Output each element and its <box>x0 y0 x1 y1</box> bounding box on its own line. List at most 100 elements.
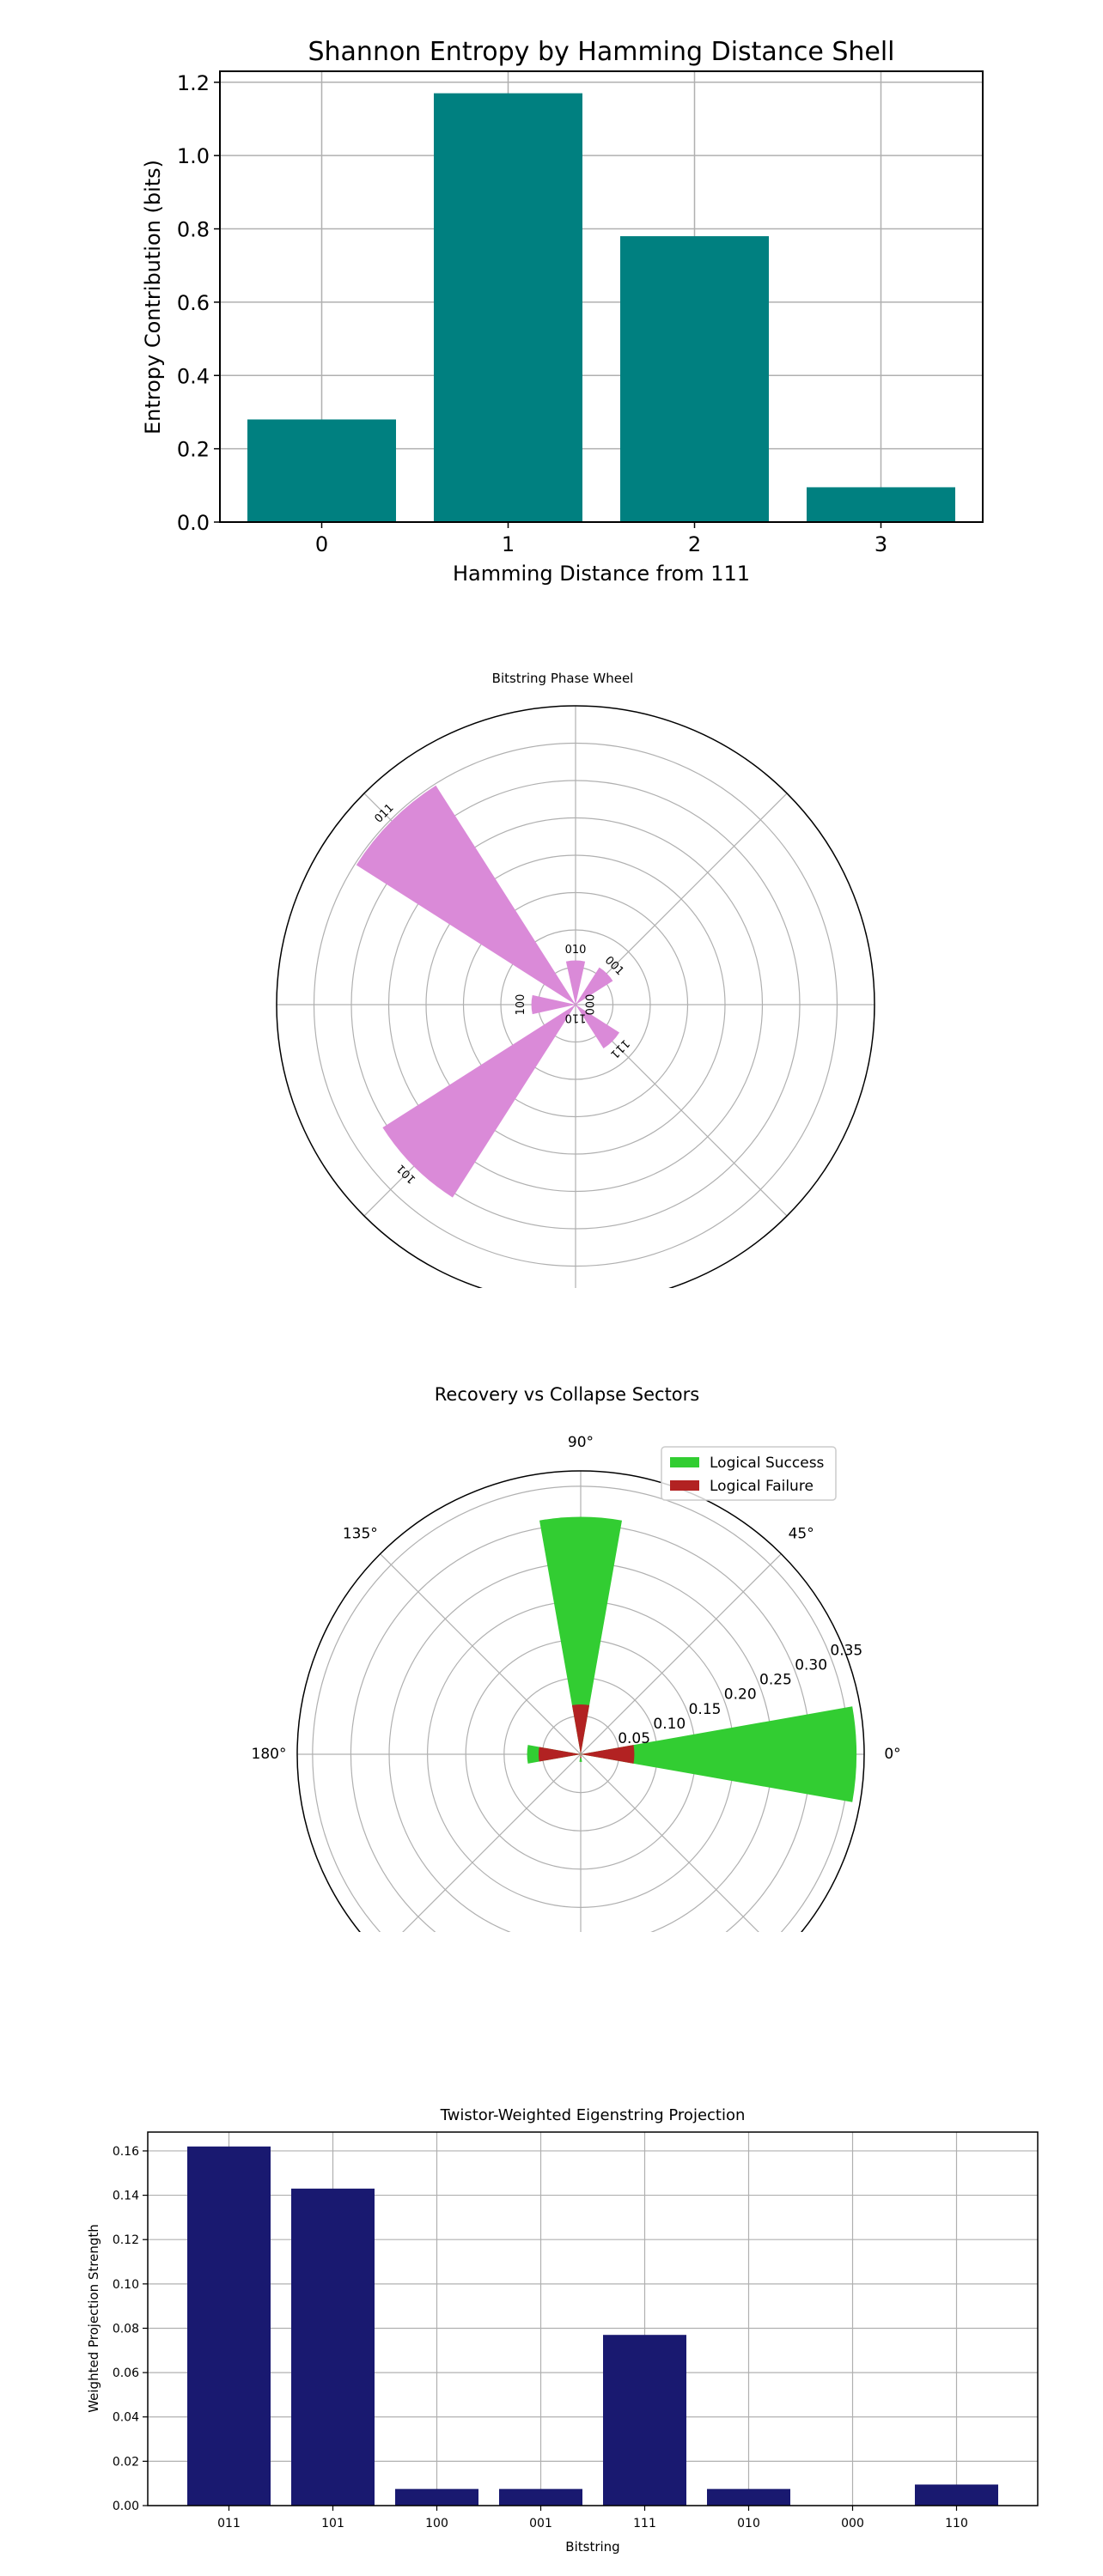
chart4-x-axis-label: Bitstring <box>565 2539 619 2555</box>
chart3-angular-gridline <box>580 1753 759 1932</box>
chart1-x-tick-label: 1 <box>502 532 515 556</box>
chart4-x-tick-label: 100 <box>425 2517 448 2530</box>
chart3-angular-gridline <box>402 1753 582 1932</box>
chart2-wedge-001 <box>576 967 613 1005</box>
chart3-radial-tick-label: 0.35 <box>830 1643 862 1660</box>
chart4-x-tick-label: 011 <box>217 2517 241 2530</box>
chart1-bar-2 <box>620 236 769 522</box>
chart2-wedge-011 <box>356 785 576 1005</box>
chart3-wedge-success-90 <box>539 1516 623 1754</box>
chart3-radial-tick-label: 0.30 <box>795 1657 827 1674</box>
chart4-plot-frame <box>147 2131 1039 2506</box>
entropy-bar-chart: Shannon Entropy by Hamming Distance Shel… <box>141 37 984 586</box>
legend-label-logical-failure: Logical Failure <box>710 1478 814 1495</box>
chart1-plot-frame <box>219 70 984 523</box>
chart3-outer-ring <box>296 1470 865 1932</box>
chart1-bar-1 <box>434 93 582 523</box>
chart3-radial-tick-label: 0.20 <box>724 1686 757 1704</box>
chart3-angle-tick-label: 0° <box>884 1746 900 1763</box>
chart4-y-tick-label: 0.00 <box>113 2500 139 2513</box>
chart3-angle-tick-label: 135° <box>343 1525 378 1542</box>
chart1-y-tick-label: 0.2 <box>177 438 210 462</box>
chart2-wedge-110 <box>575 1005 576 1008</box>
chart1-y-tick-label: 0.6 <box>177 291 210 315</box>
chart3-radial-tick-label: 0.15 <box>689 1701 722 1718</box>
chart3-title: Recovery vs Collapse Sectors <box>435 1384 699 1405</box>
chart2-wedge-label: 100 <box>515 994 527 1016</box>
chart3-angular-gridline <box>380 1553 582 1755</box>
chart3-legend-box <box>661 1446 837 1501</box>
chart2-wedges <box>356 785 620 1198</box>
chart3-radial-tick-label: 0.05 <box>618 1730 650 1747</box>
chart4-bar-100 <box>395 2488 478 2506</box>
chart4-y-tick-label: 0.08 <box>113 2322 139 2336</box>
chart4-x-tick-label: 010 <box>737 2517 760 2530</box>
legend-swatch-logical-failure <box>670 1480 699 1491</box>
chart3-legend: Logical Success Logical Failure <box>661 1446 837 1501</box>
chart1-title: Shannon Entropy by Hamming Distance Shel… <box>308 37 894 67</box>
chart4-y-tick-label: 0.04 <box>113 2411 139 2425</box>
chart4-y-axis-label: Weighted Projection Strength <box>86 2224 101 2413</box>
chart2-outer-ring <box>276 705 875 1288</box>
chart2-title: Bitstring Phase Wheel <box>492 671 634 686</box>
legend-label-logical-success: Logical Success <box>710 1455 825 1472</box>
chart4-y-tick-label: 0.10 <box>113 2278 139 2292</box>
chart4-y-tick-label: 0.12 <box>113 2233 139 2247</box>
chart2-wedge-label: 110 <box>565 1012 587 1024</box>
phase-wheel-chart: Bitstring Phase Wheel 000001010011100101… <box>276 671 875 1288</box>
chart4-x-tick-label: 000 <box>841 2517 864 2530</box>
chart3-radial-tick-label: 0.25 <box>759 1672 792 1689</box>
chart1-x-tick-label: 2 <box>688 532 701 556</box>
chart1-y-tick-label: 1.0 <box>177 144 210 168</box>
chart4-x-tick-label: 110 <box>945 2517 968 2530</box>
chart3-angle-tick-label: 90° <box>568 1434 594 1451</box>
chart3-wedges <box>527 1516 857 1802</box>
chart1-ticks: 0.0 0.2 0.4 0.6 0.8 1.0 1.2 0 1 2 3 <box>177 71 887 556</box>
chart2-angular-gridline <box>575 793 788 1005</box>
chart3-radial-tick-label: 0.10 <box>653 1716 686 1733</box>
chart2-wedge-101 <box>382 1005 576 1198</box>
chart4-bar-011 <box>187 2146 271 2506</box>
chart1-x-tick-label: 0 <box>315 532 328 556</box>
chart4-bar-110 <box>915 2484 998 2506</box>
chart4-x-tick-label: 001 <box>529 2517 552 2530</box>
chart4-bars <box>187 2146 998 2506</box>
chart2-wedge-111 <box>576 1005 620 1049</box>
chart3-angle-tick-label: 45° <box>789 1525 814 1542</box>
chart1-y-tick-label: 0.4 <box>177 364 210 388</box>
chart4-y-tick-label: 0.14 <box>113 2190 139 2203</box>
chart2-wedge-010 <box>565 960 586 1005</box>
chart4-x-tick-label: 111 <box>633 2517 656 2530</box>
chart3-wedge-failure-180 <box>538 1747 581 1762</box>
projection-bar-chart: Twistor-Weighted Eigenstring Projection … <box>86 2106 1039 2555</box>
chart4-bar-111 <box>603 2335 686 2506</box>
chart2-wedge-label: 000 <box>582 994 595 1016</box>
chart4-bar-010 <box>707 2488 790 2506</box>
chart2-wedge-label: 010 <box>565 944 587 957</box>
chart4-bar-001 <box>499 2488 582 2506</box>
chart4-bar-101 <box>291 2188 375 2506</box>
chart1-y-tick-label: 0.0 <box>177 511 210 535</box>
chart4-gridlines <box>148 2132 1038 2506</box>
chart1-bar-0 <box>247 419 396 522</box>
chart1-bar-3 <box>807 487 955 522</box>
chart3-angular-gridline <box>580 1553 782 1755</box>
chart3-wedge-success-0 <box>581 1706 857 1802</box>
chart3-wedge-failure-0 <box>581 1745 635 1764</box>
chart1-bars <box>247 93 955 523</box>
chart4-ticks: 0.00 0.02 0.04 0.06 0.08 0.10 0.12 0.14 0.16 011 1… <box>113 2145 968 2530</box>
chart3-ticks: 0.050.100.150.200.250.300.35 0° 45° 90° 135°… <box>252 1434 901 1763</box>
chart1-y-tick-label: 1.2 <box>177 71 210 95</box>
chart3-wedge-failure-90 <box>571 1704 590 1754</box>
chart1-y-axis-label: Entropy Contribution (bits) <box>141 160 165 434</box>
chart2-wedge-100 <box>531 994 576 1015</box>
chart1-x-axis-label: Hamming Distance from 111 <box>453 562 750 586</box>
chart3-angle-tick-label: 180° <box>252 1746 287 1763</box>
chart1-y-tick-label: 0.8 <box>177 218 210 242</box>
chart4-y-tick-label: 0.02 <box>113 2455 139 2469</box>
chart3-wedge-failure-270 <box>580 1754 582 1759</box>
chart1-x-tick-label: 3 <box>874 532 887 556</box>
chart4-title: Twistor-Weighted Eigenstring Projection <box>440 2106 746 2124</box>
chart4-y-tick-label: 0.16 <box>113 2145 139 2159</box>
chart4-y-tick-label: 0.06 <box>113 2366 139 2380</box>
